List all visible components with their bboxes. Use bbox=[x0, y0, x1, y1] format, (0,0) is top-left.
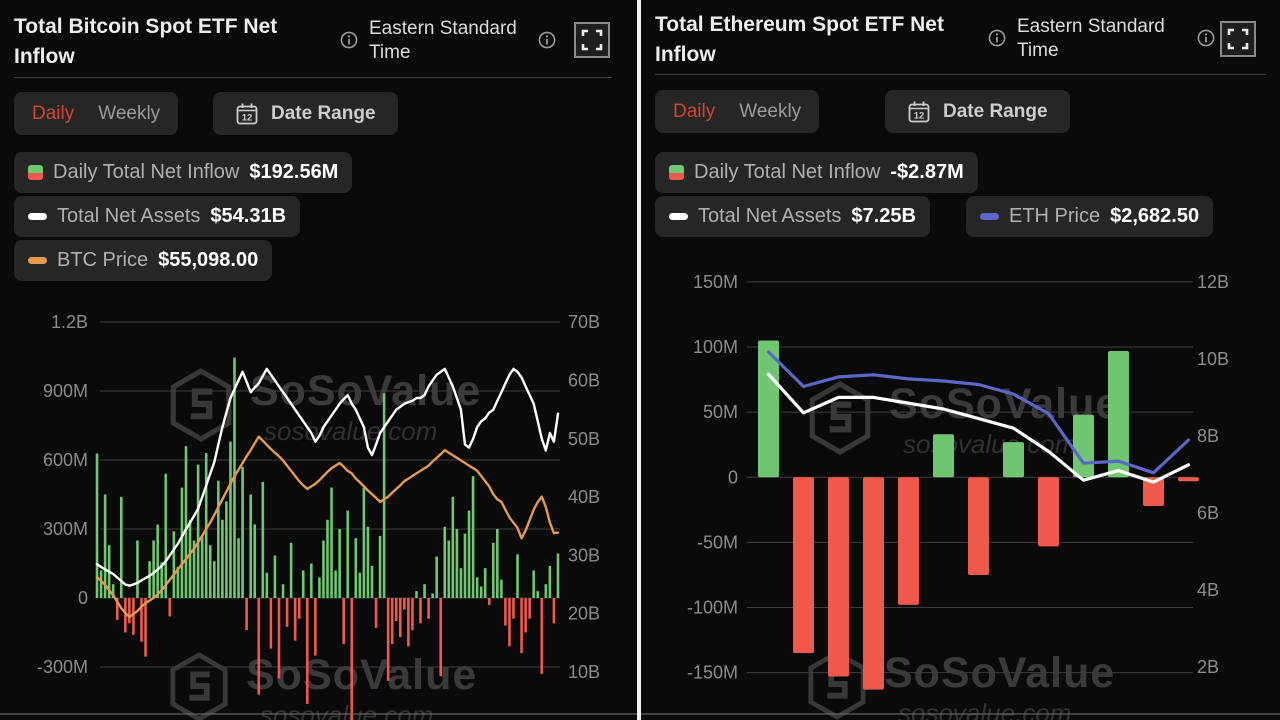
svg-text:2B: 2B bbox=[1197, 657, 1219, 677]
svg-text:12: 12 bbox=[914, 110, 925, 121]
eth-chart-svg[interactable]: 150M 100M 50M 0 -50M -100M -150M 12B 10B 8B 6B 4B 2B bbox=[641, 250, 1280, 720]
eth-etf-panel: Total Ethereum Spot ETF Net Inflow Easte… bbox=[641, 0, 1280, 720]
svg-text:4B: 4B bbox=[1197, 580, 1219, 600]
header-divider bbox=[655, 74, 1266, 75]
legend-eth-price[interactable]: ETH Price $2,682.50 bbox=[966, 196, 1214, 237]
svg-text:-50M: -50M bbox=[697, 532, 738, 552]
info-icon[interactable] bbox=[538, 31, 556, 49]
btc-chart-svg[interactable]: 1.2B 900M 600M 300M 0 -300M 70B 60B 50B 40B 30B 20B… bbox=[0, 278, 637, 720]
btc-etf-panel: Total Bitcoin Spot ETF Net Inflow Easter… bbox=[0, 0, 637, 720]
calendar-icon: 12 bbox=[908, 101, 930, 122]
svg-text:10B: 10B bbox=[568, 662, 600, 682]
svg-text:50B: 50B bbox=[568, 429, 600, 449]
svg-text:20B: 20B bbox=[568, 604, 600, 624]
date-range-label: Date Range bbox=[271, 102, 376, 124]
page-title: Total Bitcoin Spot ETF Net Inflow bbox=[14, 15, 278, 68]
svg-text:60B: 60B bbox=[568, 371, 600, 391]
svg-text:30B: 30B bbox=[568, 545, 600, 565]
tab-daily[interactable]: Daily bbox=[673, 100, 716, 122]
date-range-label: Date Range bbox=[943, 100, 1048, 122]
svg-text:70B: 70B bbox=[568, 312, 600, 332]
svg-text:300M: 300M bbox=[43, 519, 88, 539]
bar-split-icon bbox=[669, 165, 684, 180]
svg-text:6B: 6B bbox=[1197, 503, 1219, 523]
timezone-label: Eastern Standard Time bbox=[1017, 16, 1165, 61]
legend-net-inflow[interactable]: Daily Total Net Inflow -$2.87M bbox=[655, 152, 978, 193]
svg-text:100M: 100M bbox=[693, 337, 738, 357]
svg-text:10B: 10B bbox=[1197, 349, 1229, 369]
svg-text:900M: 900M bbox=[43, 381, 88, 401]
header-divider bbox=[14, 77, 612, 78]
info-icon[interactable] bbox=[1197, 29, 1215, 47]
legend-btc-price[interactable]: BTC Price $55,098.00 bbox=[14, 240, 273, 281]
calendar-icon: 12 bbox=[236, 103, 258, 124]
svg-text:50M: 50M bbox=[703, 402, 738, 422]
svg-text:40B: 40B bbox=[568, 487, 600, 507]
svg-text:12: 12 bbox=[242, 112, 253, 123]
svg-text:0: 0 bbox=[728, 467, 738, 487]
bar-split-icon bbox=[28, 165, 43, 180]
svg-text:-100M: -100M bbox=[687, 598, 738, 618]
fullscreen-icon[interactable] bbox=[1220, 21, 1256, 57]
date-range-button[interactable]: 12 Date Range bbox=[885, 90, 1070, 133]
panel-divider bbox=[637, 0, 641, 720]
fullscreen-icon[interactable] bbox=[574, 22, 610, 58]
tab-daily[interactable]: Daily bbox=[32, 102, 75, 124]
line-white-icon bbox=[669, 213, 688, 220]
svg-text:-300M: -300M bbox=[37, 657, 88, 677]
svg-text:12B: 12B bbox=[1197, 272, 1229, 292]
svg-text:600M: 600M bbox=[43, 450, 88, 470]
svg-text:1.2B: 1.2B bbox=[51, 312, 88, 332]
interval-tabs: Daily Weekly bbox=[14, 92, 179, 135]
info-icon[interactable] bbox=[340, 31, 358, 49]
date-range-button[interactable]: 12 Date Range bbox=[213, 92, 398, 135]
svg-text:150M: 150M bbox=[693, 272, 738, 292]
legend-net-assets[interactable]: Total Net Assets $54.31B bbox=[14, 196, 301, 237]
info-icon[interactable] bbox=[988, 29, 1006, 47]
page-title: Total Ethereum Spot ETF Net Inflow bbox=[655, 13, 944, 66]
tab-weekly[interactable]: Weekly bbox=[98, 102, 161, 124]
svg-text:-150M: -150M bbox=[687, 663, 738, 683]
legend-net-inflow[interactable]: Daily Total Net Inflow $192.56M bbox=[14, 152, 353, 193]
timezone-label: Eastern Standard Time bbox=[369, 18, 517, 63]
line-white-icon bbox=[28, 213, 47, 220]
line-blue-icon bbox=[980, 213, 999, 220]
tab-weekly[interactable]: Weekly bbox=[739, 100, 802, 122]
legend-net-assets[interactable]: Total Net Assets $7.25B bbox=[655, 196, 930, 237]
svg-text:8B: 8B bbox=[1197, 426, 1219, 446]
interval-tabs: Daily Weekly bbox=[655, 90, 820, 133]
svg-text:0: 0 bbox=[78, 588, 88, 608]
line-orange-icon bbox=[28, 257, 47, 264]
